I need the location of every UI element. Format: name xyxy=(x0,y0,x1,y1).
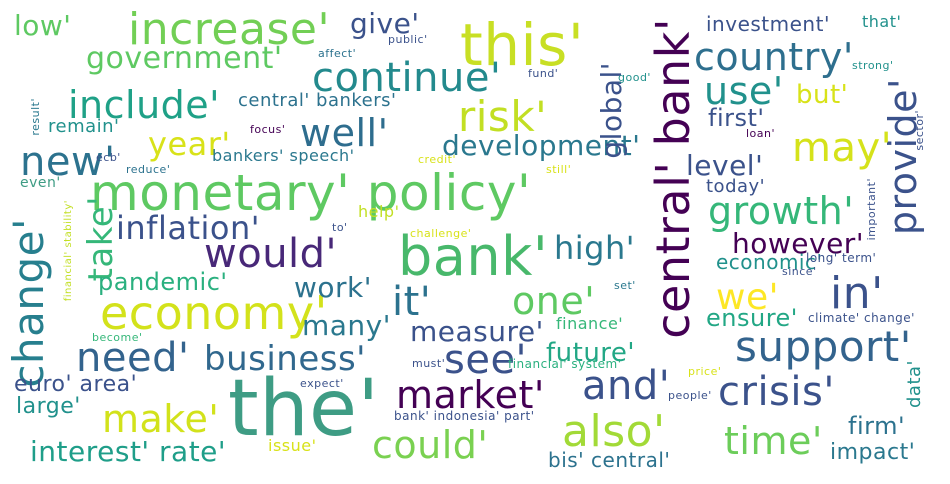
word-in: in' xyxy=(830,268,884,319)
word-investment: investment' xyxy=(706,12,830,36)
word-climate-change: climate' change' xyxy=(808,311,915,325)
word-development: development' xyxy=(442,129,641,162)
word-ensure: ensure' xyxy=(706,304,798,332)
word-finance: finance' xyxy=(556,314,624,333)
word-government: government' xyxy=(86,41,283,76)
word-expect: expect' xyxy=(300,377,344,390)
word-firm: firm' xyxy=(848,412,906,440)
word-many: many' xyxy=(302,309,391,342)
word-inflation: inflation' xyxy=(116,209,261,247)
word-and: and' xyxy=(582,363,671,409)
word-challenge: challenge' xyxy=(410,227,472,240)
word-monetary-policy: monetary' policy' xyxy=(90,164,532,222)
word-low: low' xyxy=(14,9,72,42)
word-this: this' xyxy=(460,11,585,79)
word-increase: increase' xyxy=(128,4,331,55)
word-bank: bank' xyxy=(398,225,549,288)
word-important: important' xyxy=(865,178,878,241)
word-measure: measure' xyxy=(410,315,544,348)
word-euro-area: euro' area' xyxy=(14,372,138,397)
word-result: result' xyxy=(29,98,42,136)
word-even: even' xyxy=(20,175,61,191)
word-become: become' xyxy=(92,331,143,344)
word-however: however' xyxy=(732,227,865,260)
word-make: make' xyxy=(102,397,220,441)
word-large: large' xyxy=(16,394,81,419)
word-remain: remain' xyxy=(48,116,120,137)
word-central-bankers: central' bankers' xyxy=(238,90,397,111)
word-must: must' xyxy=(412,357,446,370)
word-good: good' xyxy=(618,71,651,84)
word-to: to' xyxy=(332,221,348,234)
word-also: also' xyxy=(562,406,666,457)
word-bank-indonesia-part: bank' indonesia' part' xyxy=(394,409,535,423)
word-support: support' xyxy=(735,322,912,371)
word-bankers-speech: bankers' speech' xyxy=(212,146,355,165)
word-price: price' xyxy=(688,365,722,378)
word-year: year' xyxy=(148,125,231,163)
word-fund: fund' xyxy=(528,67,559,80)
word-today: today' xyxy=(706,176,766,197)
word-financial-stability: financial' stability' xyxy=(63,200,74,302)
word-set: set' xyxy=(614,279,636,292)
word-include: include' xyxy=(68,83,221,127)
word-bis-central: bis' central' xyxy=(548,448,671,472)
word-long-term: long' term' xyxy=(806,251,877,265)
word-sector: sector' xyxy=(913,110,926,151)
word-issue: issue' xyxy=(268,436,317,455)
word-work: work' xyxy=(294,271,372,304)
word-growth: growth' xyxy=(708,189,855,233)
word-market: market' xyxy=(396,373,545,417)
word-reduce: reduce' xyxy=(126,163,171,176)
word-public: public' xyxy=(388,33,428,46)
word-people: people' xyxy=(668,389,712,402)
word-since: since' xyxy=(782,265,817,278)
word-change: change' xyxy=(4,218,53,388)
word-that: that' xyxy=(862,12,902,31)
word-see: see' xyxy=(444,337,528,383)
word-economy: economy' xyxy=(100,286,328,340)
word-data: data' xyxy=(904,360,925,408)
word-well: well' xyxy=(300,111,389,155)
word-need: need' xyxy=(76,335,190,381)
word-it: it' xyxy=(392,279,432,325)
word-continue: continue' xyxy=(312,55,502,101)
word-affect: affect' xyxy=(318,47,357,60)
word-crisis: crisis' xyxy=(718,369,835,415)
word-focus: focus' xyxy=(250,123,286,136)
word-ecb: ecb' xyxy=(96,151,121,164)
word-but: but' xyxy=(796,80,849,110)
word-impact: impact' xyxy=(830,440,916,465)
word-credit: credit' xyxy=(418,153,456,166)
word-future: future' xyxy=(546,338,636,368)
word-interest-rate: interest' rate' xyxy=(30,435,227,468)
word-the: the' xyxy=(228,364,380,454)
word-economic: economic' xyxy=(716,250,823,274)
word-loan: loan' xyxy=(746,127,776,140)
word-risk: risk' xyxy=(458,92,548,141)
word-still: still' xyxy=(546,163,572,176)
word-could: could' xyxy=(372,423,489,467)
word-give: give' xyxy=(350,7,420,40)
word-first: first' xyxy=(708,104,765,132)
word-help: help' xyxy=(358,202,400,221)
word-level: level' xyxy=(686,149,764,182)
word-one: one' xyxy=(512,279,596,323)
word-business: business' xyxy=(204,339,367,379)
word-we: we' xyxy=(716,277,779,318)
word-pandemic: pandemic' xyxy=(98,268,228,296)
word-use: use' xyxy=(704,69,784,113)
word-country: country' xyxy=(694,35,854,79)
word-new: new' xyxy=(20,139,116,185)
word-financial-system: financial' system' xyxy=(508,357,622,371)
word-would: would' xyxy=(204,231,338,277)
word-strong: strong' xyxy=(852,59,894,72)
word-high: high' xyxy=(554,229,636,267)
word-time: time' xyxy=(724,419,823,463)
word-may: may' xyxy=(792,125,893,171)
